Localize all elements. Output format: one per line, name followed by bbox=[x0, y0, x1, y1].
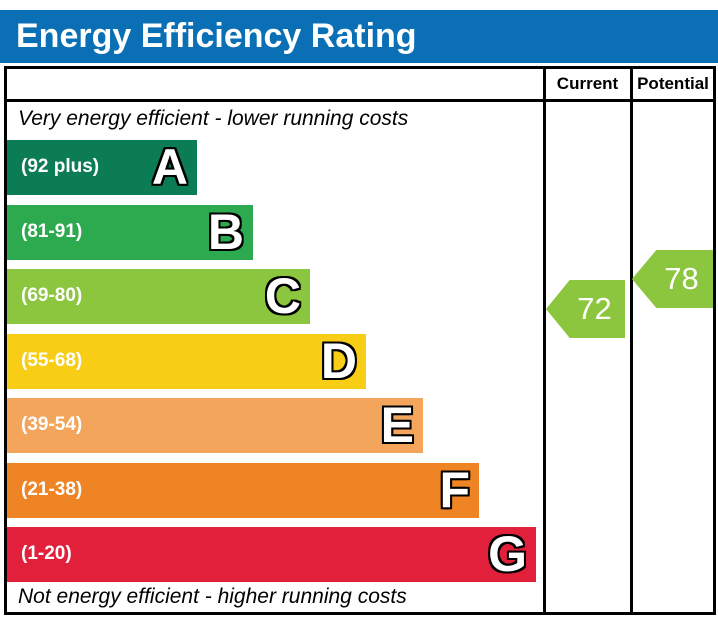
band-letter: C bbox=[264, 268, 301, 324]
band-letter: A bbox=[151, 139, 188, 195]
band-range-label: (55-68) bbox=[21, 350, 83, 371]
title-bar: Energy Efficiency Rating bbox=[0, 10, 718, 63]
band-range-label: (21-38) bbox=[21, 479, 83, 500]
band-letter: F bbox=[439, 462, 470, 518]
bottom-note: Not energy efficient - higher running co… bbox=[18, 585, 407, 608]
current-rating-value: 72 bbox=[577, 291, 612, 326]
band-row-c: (69-80) C bbox=[7, 269, 310, 324]
potential-rating-arrow: 78 bbox=[632, 250, 713, 308]
band-letter: G bbox=[488, 526, 527, 582]
page-title: Energy Efficiency Rating bbox=[16, 17, 417, 55]
band-row-e: (39-54) E bbox=[7, 398, 423, 453]
band-letter: E bbox=[380, 397, 414, 453]
rating-table-frame bbox=[4, 66, 716, 615]
header-row-divider bbox=[4, 99, 716, 102]
band-range-label: (1-20) bbox=[21, 543, 72, 564]
potential-column-header: Potential bbox=[637, 74, 709, 93]
current-column-divider bbox=[543, 66, 546, 615]
band-letter: D bbox=[320, 333, 357, 389]
potential-rating-value: 78 bbox=[664, 261, 699, 296]
top-note: Very energy efficient - lower running co… bbox=[18, 107, 409, 130]
band-range-label: (81-91) bbox=[21, 221, 83, 242]
current-column-header: Current bbox=[556, 74, 619, 93]
band-row-f: (21-38) F bbox=[7, 463, 479, 518]
band-range-label: (39-54) bbox=[21, 414, 83, 435]
band-range-label: (69-80) bbox=[21, 285, 83, 306]
band-letter: B bbox=[207, 204, 244, 260]
band-row-a: (92 plus) A bbox=[7, 140, 197, 195]
band-range-label: (92 plus) bbox=[21, 156, 100, 177]
potential-column-divider bbox=[630, 66, 633, 615]
band-row-d: (55-68) D bbox=[7, 334, 366, 389]
band-row-b: (81-91) B bbox=[7, 205, 253, 260]
band-row-g: (1-20) G bbox=[7, 527, 536, 582]
